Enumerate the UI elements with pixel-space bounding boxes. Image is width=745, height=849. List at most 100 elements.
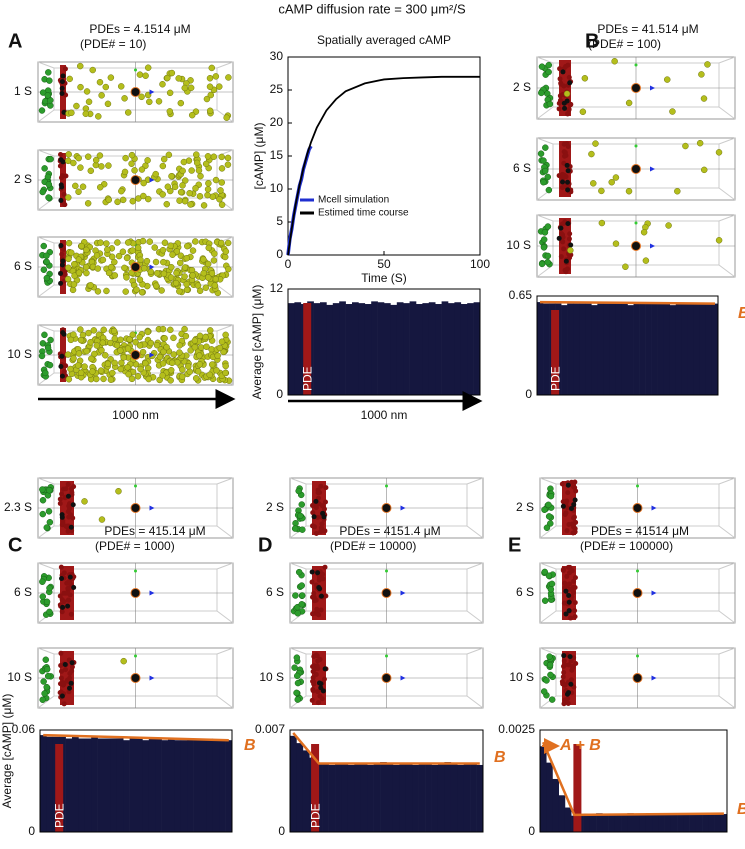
green-blob <box>541 568 549 576</box>
bar <box>405 763 413 832</box>
box-edge <box>539 562 557 570</box>
green-blob <box>540 244 548 251</box>
camp-particle <box>70 281 78 288</box>
pde-blob <box>573 519 579 525</box>
camp-particle <box>181 264 189 271</box>
camp-particle <box>77 326 84 333</box>
bar <box>212 740 220 832</box>
series-line <box>287 75 480 256</box>
camp-particle <box>93 375 100 383</box>
pde-blob <box>61 681 67 687</box>
green-blob <box>39 593 47 600</box>
camp-particle <box>214 352 221 359</box>
camp-particle <box>65 255 72 263</box>
pde-blob <box>323 485 329 491</box>
bar <box>714 813 722 832</box>
green-blob <box>294 610 302 617</box>
bar <box>65 738 73 832</box>
camp-particle <box>87 339 94 346</box>
black-blob <box>565 179 571 185</box>
camp-particle <box>81 498 88 505</box>
camp-particle <box>608 178 615 186</box>
black-blob <box>562 105 568 111</box>
y-tick-label: 0 <box>528 824 535 838</box>
camp-particle <box>87 282 94 289</box>
bar <box>573 303 580 395</box>
camp-particle <box>102 352 109 359</box>
camp-particle <box>99 339 107 346</box>
bar <box>129 738 137 832</box>
camp-particle <box>159 360 167 367</box>
camp-particle <box>145 195 152 203</box>
camp-particle <box>625 99 633 107</box>
box-edge <box>718 562 736 570</box>
camp-particle <box>128 160 135 168</box>
time-label: 10 S <box>7 670 32 684</box>
bar <box>315 763 323 832</box>
y-tick-label: 0 <box>276 247 283 261</box>
green-blob <box>291 525 299 532</box>
camp-particle <box>700 95 708 102</box>
pde-blob <box>60 520 66 526</box>
camp-particle <box>124 109 132 116</box>
time-label: 6 S <box>266 585 284 599</box>
bar <box>664 814 672 832</box>
black-blob <box>65 603 71 609</box>
camp-particle <box>164 74 171 82</box>
bar <box>651 303 658 395</box>
camp-particle <box>206 371 213 379</box>
box-edge <box>37 109 55 123</box>
camp-particle <box>216 83 223 90</box>
camp-particle <box>98 92 105 99</box>
camp-particle <box>104 100 112 108</box>
camp-particle <box>211 250 218 257</box>
pde-blob <box>57 163 63 169</box>
annotation: A + B <box>559 737 601 754</box>
pde-blob <box>59 173 65 179</box>
bar <box>585 303 592 395</box>
pde-blob <box>315 490 321 496</box>
black-blob <box>560 503 566 509</box>
camp-particle <box>159 80 166 88</box>
camp-particle <box>93 252 101 259</box>
y-tick-label: 25 <box>270 82 284 96</box>
bar <box>392 764 400 832</box>
camp-particle <box>696 139 704 147</box>
black-blob <box>563 258 569 264</box>
green-blob <box>44 173 52 181</box>
bar <box>386 763 394 832</box>
ac-center <box>130 503 141 513</box>
bar <box>470 763 477 832</box>
green-blob <box>548 696 556 703</box>
black-blob <box>568 242 574 248</box>
bar <box>84 738 92 832</box>
green-blob <box>39 486 46 493</box>
pde-blob <box>68 611 74 617</box>
camp-particle <box>186 189 193 197</box>
y-tick-label: 0.0025 <box>498 722 535 736</box>
camp-particle <box>122 288 129 295</box>
green-blob <box>46 361 54 369</box>
camp-particle <box>176 259 184 267</box>
pde-blob <box>322 499 328 505</box>
time-label: 2.3 S <box>4 500 32 514</box>
pde-blob <box>565 696 571 702</box>
y-tick-label: 10 <box>270 181 284 195</box>
camp-particle <box>70 355 77 362</box>
camp-particle <box>146 238 154 245</box>
box-edge <box>718 137 736 145</box>
pde-blob <box>59 251 65 257</box>
direction <box>149 177 155 183</box>
pde-blob <box>568 658 574 664</box>
bar <box>380 762 387 832</box>
camp-particle <box>107 74 115 81</box>
green-blob <box>47 155 54 163</box>
legend-label: Estimed time course <box>318 208 409 219</box>
bar <box>302 750 310 832</box>
panel-letter: B <box>585 30 599 52</box>
camp-particle <box>147 339 155 347</box>
pde-blob <box>564 528 570 534</box>
green-marker <box>634 63 638 67</box>
green-marker <box>636 569 639 573</box>
ac-center <box>632 588 643 598</box>
